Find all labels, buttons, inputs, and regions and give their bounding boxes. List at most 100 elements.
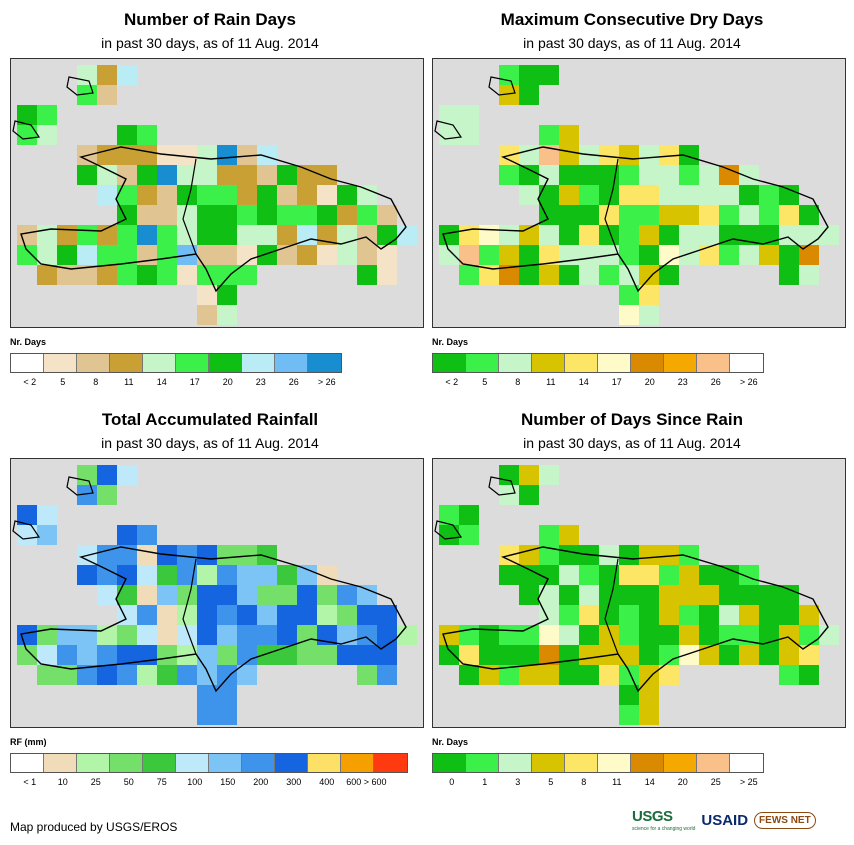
grid-cell bbox=[619, 705, 639, 725]
map-dry-days[interactable] bbox=[432, 58, 846, 328]
grid-cell bbox=[659, 625, 679, 645]
grid-cell bbox=[759, 625, 779, 645]
grid-cell bbox=[137, 665, 157, 685]
panel-subtitle: in past 30 days, as of 11 Aug. 2014 bbox=[101, 35, 319, 51]
legend-swatch bbox=[664, 354, 697, 372]
grid-cell bbox=[659, 665, 679, 685]
legend-label: 150 bbox=[220, 777, 236, 787]
grid-cell bbox=[699, 225, 719, 245]
grid-cell bbox=[177, 205, 197, 225]
island-outline bbox=[12, 520, 41, 540]
legend-swatch bbox=[143, 354, 176, 372]
grid-cell bbox=[499, 645, 519, 665]
grid-cell bbox=[177, 625, 197, 645]
grid-cell bbox=[779, 265, 799, 285]
legend-swatch bbox=[11, 354, 44, 372]
legend-swatch bbox=[275, 754, 308, 772]
grid-cell bbox=[197, 605, 217, 625]
map-rain-days[interactable] bbox=[10, 58, 424, 328]
grid-cell bbox=[799, 245, 819, 265]
grid-cell bbox=[579, 185, 599, 205]
grid-cell bbox=[599, 625, 619, 645]
grid-cell bbox=[759, 225, 779, 245]
legend-label: 14 bbox=[156, 377, 167, 387]
grid-cell bbox=[217, 285, 237, 305]
grid-cell bbox=[779, 185, 799, 205]
grid-cell bbox=[197, 665, 217, 685]
grid-cell bbox=[779, 585, 799, 605]
grid-cell bbox=[377, 265, 397, 285]
legend-label: 8 bbox=[581, 777, 587, 787]
grid-cell bbox=[599, 265, 619, 285]
grid-cell bbox=[659, 565, 679, 585]
grid-cell bbox=[297, 585, 317, 605]
map-svg bbox=[12, 65, 417, 325]
grid-cell bbox=[397, 225, 417, 245]
grid-cell bbox=[277, 205, 297, 225]
grid-cell bbox=[257, 625, 277, 645]
grid-cell bbox=[117, 225, 137, 245]
grid-cell bbox=[499, 625, 519, 645]
grid-cell bbox=[459, 645, 479, 665]
map-since-rain[interactable] bbox=[432, 458, 846, 728]
grid-cell bbox=[97, 585, 117, 605]
grid-cell bbox=[77, 625, 97, 645]
grid-cell bbox=[639, 685, 659, 705]
map-rainfall[interactable] bbox=[10, 458, 424, 728]
legend-label: < 1 bbox=[23, 777, 37, 787]
grid-cell bbox=[297, 185, 317, 205]
grid-cell bbox=[117, 645, 137, 665]
grid-cell bbox=[17, 245, 37, 265]
grid-cell bbox=[37, 125, 57, 145]
grid-cell bbox=[17, 225, 37, 245]
grid-cell bbox=[57, 245, 77, 265]
grid-cell bbox=[137, 625, 157, 645]
grid-cell bbox=[719, 625, 739, 645]
grid-cell bbox=[639, 645, 659, 665]
grid-cell bbox=[719, 565, 739, 585]
grid-cell bbox=[539, 65, 559, 85]
legend-label: < 2 bbox=[23, 377, 37, 387]
coastline bbox=[20, 146, 407, 293]
grid-cell bbox=[157, 565, 177, 585]
grid-cell bbox=[639, 565, 659, 585]
grid-cell bbox=[217, 185, 237, 205]
grid-cell bbox=[519, 465, 539, 485]
grid-cell bbox=[177, 665, 197, 685]
usgs-logo: USGS science for a changing world bbox=[632, 808, 695, 832]
grid-cell bbox=[97, 145, 117, 165]
grid-cell bbox=[799, 665, 819, 685]
grid-cell bbox=[117, 245, 137, 265]
grid-cell bbox=[177, 225, 197, 245]
grid-cell bbox=[337, 185, 357, 205]
grid-cell bbox=[699, 185, 719, 205]
grid-cell bbox=[137, 565, 157, 585]
grid-cell bbox=[157, 185, 177, 205]
grid-cell bbox=[739, 205, 759, 225]
grid-cell bbox=[77, 565, 97, 585]
grid-cell bbox=[277, 605, 297, 625]
grid-cell bbox=[177, 605, 197, 625]
grid-cell bbox=[679, 645, 699, 665]
legend-title: RF (mm) bbox=[10, 737, 47, 747]
grid-cell bbox=[337, 205, 357, 225]
grid-cell bbox=[439, 125, 459, 145]
grid-cell bbox=[599, 205, 619, 225]
grid-cell bbox=[699, 245, 719, 265]
grid-cell bbox=[659, 585, 679, 605]
legend-label: 26 bbox=[710, 377, 721, 387]
grid-cell bbox=[519, 145, 539, 165]
grid-cell bbox=[317, 225, 337, 245]
grid-cell bbox=[197, 185, 217, 205]
grid-cell bbox=[599, 665, 619, 685]
legend-label: 5 bbox=[60, 377, 66, 387]
grid-cell bbox=[579, 205, 599, 225]
border-line bbox=[604, 558, 619, 655]
grid-cell bbox=[679, 225, 699, 245]
grid-cell bbox=[479, 665, 499, 685]
grid-cell bbox=[759, 645, 779, 665]
grid-cell bbox=[97, 665, 117, 685]
grid-cell bbox=[719, 645, 739, 665]
island-outline bbox=[66, 76, 94, 96]
grid-cell bbox=[297, 565, 317, 585]
